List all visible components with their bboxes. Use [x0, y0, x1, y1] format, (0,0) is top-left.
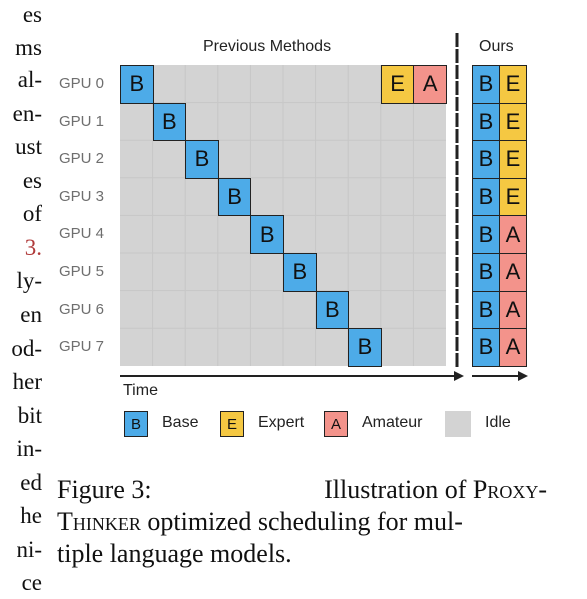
base-block: B	[472, 140, 500, 179]
base-block: B	[120, 65, 154, 104]
side-text-fragment: 3.	[24, 235, 42, 260]
expert-block: E	[499, 140, 527, 179]
side-text-fragment: es	[22, 2, 42, 27]
side-text-fragment: in-	[16, 436, 42, 461]
caption-line-2: Thinker optimized scheduling for mul-	[57, 507, 463, 536]
caption-figure-number: Figure 3:	[57, 475, 152, 504]
figure-caption: Figure 3: Illustration of Proxy- Thinker…	[57, 474, 547, 570]
base-block: B	[283, 253, 317, 292]
previous-methods-title: Previous Methods	[203, 38, 332, 55]
side-text-fragment: en	[20, 302, 42, 327]
gpu-label: GPU 6	[59, 300, 105, 318]
panel-divider	[455, 33, 459, 368]
side-text-fragment: he	[20, 503, 42, 528]
gpu-label: GPU 2	[59, 150, 105, 168]
time-axis-previous	[120, 371, 464, 381]
base-block: B	[472, 102, 500, 142]
base-block: B	[472, 290, 500, 330]
side-text-fragment: es	[22, 168, 42, 193]
side-text-fragment: bit	[17, 403, 42, 428]
side-text-fragment: al-	[17, 67, 42, 92]
expert-block: E	[499, 65, 527, 104]
expert-block: E	[380, 65, 415, 104]
caption-text-1: Illustration of Proxy-	[324, 475, 547, 504]
base-block: B	[472, 177, 500, 217]
legend-label-expert: Expert	[258, 414, 305, 431]
gpu-label: GPU 4	[59, 225, 105, 243]
ours-title: Ours	[479, 38, 514, 55]
amateur-block: A	[499, 328, 527, 367]
caption-line-1: Figure 3: Illustration of Proxy-	[57, 474, 547, 506]
caption-name-part2: Thinker	[57, 507, 141, 536]
side-text-fragment: ms	[15, 35, 42, 60]
legend-label-amateur: Amateur	[362, 414, 423, 431]
base-block: B	[472, 328, 500, 367]
side-text-fragment: ce	[21, 570, 42, 595]
base-block: B	[250, 215, 284, 254]
side-text-fragment: her	[12, 369, 42, 394]
amateur-block: A	[499, 290, 527, 330]
amateur-block: A	[413, 65, 447, 104]
base-block: B	[315, 290, 350, 330]
legend-swatch-expert: E	[220, 411, 244, 437]
caption-line-3: tiple language models.	[57, 539, 292, 568]
legend-swatch-base: B	[124, 411, 148, 437]
gpu-label: GPU 1	[59, 112, 105, 130]
legend-swatch-amateur: A	[324, 411, 348, 437]
side-text-fragment: ni-	[16, 537, 42, 562]
caption-name-part1: Proxy-	[472, 475, 547, 504]
base-block: B	[217, 177, 252, 217]
side-text-fragment: ly-	[16, 268, 42, 293]
side-text-fragment: od-	[11, 336, 42, 361]
base-block: B	[472, 65, 500, 104]
time-axis-label: Time	[123, 382, 158, 399]
amateur-block: A	[499, 215, 527, 254]
gpu-label: GPU 3	[59, 187, 105, 205]
expert-block: E	[499, 102, 527, 142]
legend-swatch-idle	[445, 411, 471, 437]
side-text-fragment: en-	[12, 101, 42, 126]
gpu-label: GPU 7	[59, 338, 105, 356]
base-block: B	[472, 215, 500, 254]
base-block: B	[348, 328, 382, 367]
legend-label-base: Base	[162, 414, 199, 431]
base-block: B	[472, 253, 500, 292]
side-text-fragment: of	[22, 201, 42, 226]
legend-label-idle: Idle	[485, 414, 511, 431]
gpu-label: GPU 5	[59, 263, 105, 280]
base-block: B	[185, 140, 219, 179]
gpu-label: GPU 0	[59, 75, 105, 92]
side-text-fragment: ust	[15, 134, 42, 159]
time-axis-ours	[472, 371, 528, 381]
amateur-block: A	[499, 253, 527, 292]
expert-block: E	[499, 177, 527, 217]
base-block: B	[152, 102, 187, 142]
side-text-fragment: ed	[20, 470, 42, 495]
